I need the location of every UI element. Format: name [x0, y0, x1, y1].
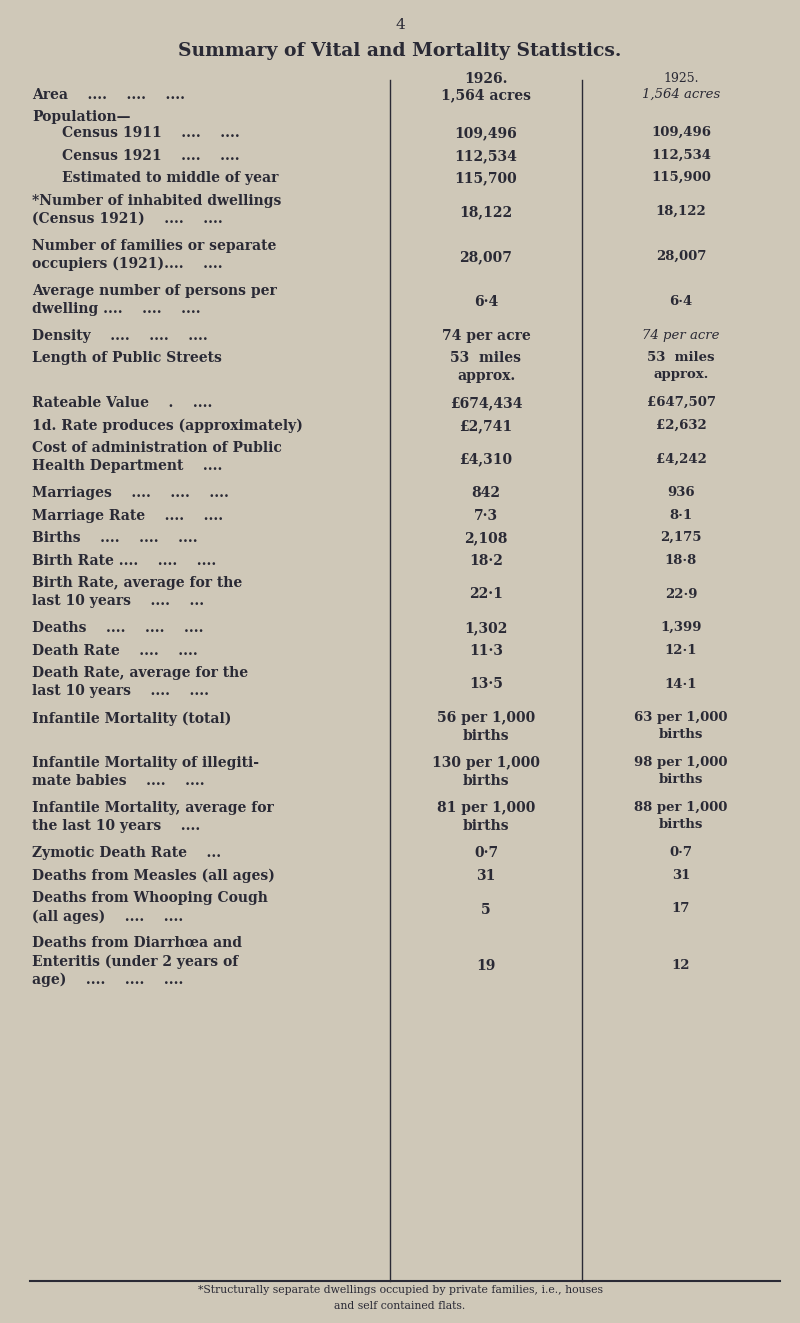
Text: Birth Rate, average for the
last 10 years    ....    ...: Birth Rate, average for the last 10 year… — [32, 577, 242, 609]
Text: 130 per 1,000
births: 130 per 1,000 births — [432, 757, 540, 789]
Text: 74 per acre: 74 per acre — [442, 328, 530, 343]
Text: Deaths from Measles (all ages): Deaths from Measles (all ages) — [32, 869, 275, 884]
Text: 81 per 1,000
births: 81 per 1,000 births — [437, 802, 535, 833]
Text: 11·3: 11·3 — [469, 644, 503, 658]
Text: 22·1: 22·1 — [469, 587, 503, 602]
Text: 0·7: 0·7 — [474, 847, 498, 860]
Text: 112,534: 112,534 — [651, 148, 711, 161]
Text: 109,496: 109,496 — [454, 126, 518, 140]
Text: 19: 19 — [476, 959, 496, 972]
Text: Population—: Population— — [32, 111, 130, 124]
Text: and self contained flats.: and self contained flats. — [334, 1301, 466, 1311]
Text: 0·7: 0·7 — [670, 847, 693, 859]
Text: Length of Public Streets: Length of Public Streets — [32, 351, 222, 365]
Text: Census 1911    ....    ....: Census 1911 .... .... — [62, 126, 240, 140]
Text: 18·8: 18·8 — [665, 554, 697, 566]
Text: Deaths    ....    ....    ....: Deaths .... .... .... — [32, 622, 203, 635]
Text: Death Rate, average for the
last 10 years    ....    ....: Death Rate, average for the last 10 year… — [32, 667, 248, 699]
Text: 98 per 1,000
births: 98 per 1,000 births — [634, 757, 728, 786]
Text: 7·3: 7·3 — [474, 509, 498, 523]
Text: 6·4: 6·4 — [474, 295, 498, 310]
Text: 63 per 1,000
births: 63 per 1,000 births — [634, 712, 728, 741]
Text: 1,399: 1,399 — [660, 622, 702, 634]
Text: £2,632: £2,632 — [656, 419, 706, 431]
Text: 5: 5 — [481, 902, 491, 917]
Text: £2,741: £2,741 — [459, 419, 513, 433]
Text: 6·4: 6·4 — [670, 295, 693, 308]
Text: 2,108: 2,108 — [464, 532, 508, 545]
Text: 74 per acre: 74 per acre — [642, 328, 720, 341]
Text: Marriages    ....    ....    ....: Marriages .... .... .... — [32, 487, 229, 500]
Text: £647,507: £647,507 — [646, 397, 715, 409]
Text: Number of families or separate
occupiers (1921)....    ....: Number of families or separate occupiers… — [32, 238, 276, 271]
Text: 1,564 acres: 1,564 acres — [441, 89, 531, 102]
Text: Deaths from Diarrhœa and
Enteritis (under 2 years of
age)    ....    ....    ...: Deaths from Diarrhœa and Enteritis (unde… — [32, 937, 242, 987]
Text: Births    ....    ....    ....: Births .... .... .... — [32, 532, 198, 545]
Text: 2,175: 2,175 — [660, 532, 702, 544]
Text: 28,007: 28,007 — [656, 250, 706, 263]
Text: 115,900: 115,900 — [651, 171, 711, 184]
Text: 18,122: 18,122 — [459, 205, 513, 220]
Text: 88 per 1,000
births: 88 per 1,000 births — [634, 802, 728, 831]
Text: Deaths from Whooping Cough
(all ages)    ....    ....: Deaths from Whooping Cough (all ages) ..… — [32, 892, 268, 923]
Text: 31: 31 — [672, 869, 690, 881]
Text: 31: 31 — [476, 869, 496, 882]
Text: 12·1: 12·1 — [665, 644, 698, 656]
Text: Zymotic Death Rate    ...: Zymotic Death Rate ... — [32, 847, 221, 860]
Text: 53  miles
approx.: 53 miles approx. — [647, 351, 714, 381]
Text: Cost of administration of Public
Health Department    ....: Cost of administration of Public Health … — [32, 442, 282, 474]
Text: 56 per 1,000
births: 56 per 1,000 births — [437, 712, 535, 744]
Text: 14·1: 14·1 — [665, 677, 698, 691]
Text: £4,242: £4,242 — [655, 452, 706, 466]
Text: 1926.: 1926. — [464, 71, 508, 86]
Text: Rateable Value    .    ....: Rateable Value . .... — [32, 397, 212, 410]
Text: Death Rate    ....    ....: Death Rate .... .... — [32, 644, 198, 658]
Text: 1925.: 1925. — [663, 71, 698, 85]
Text: 28,007: 28,007 — [459, 250, 513, 265]
Text: Birth Rate ....    ....    ....: Birth Rate .... .... .... — [32, 554, 216, 568]
Text: 109,496: 109,496 — [651, 126, 711, 139]
Text: £674,434: £674,434 — [450, 397, 522, 410]
Text: 1,564 acres: 1,564 acres — [642, 89, 720, 101]
Text: 18,122: 18,122 — [656, 205, 706, 218]
Text: Infantile Mortality, average for
the last 10 years    ....: Infantile Mortality, average for the las… — [32, 802, 274, 833]
Text: 18·2: 18·2 — [469, 554, 503, 568]
Text: 112,534: 112,534 — [454, 148, 518, 163]
Text: Marriage Rate    ....    ....: Marriage Rate .... .... — [32, 509, 223, 523]
Text: 842: 842 — [471, 487, 501, 500]
Text: Infantile Mortality of illegiti-
mate babies    ....    ....: Infantile Mortality of illegiti- mate ba… — [32, 757, 259, 789]
Text: 22·9: 22·9 — [665, 587, 698, 601]
Text: 53  miles
approx.: 53 miles approx. — [450, 351, 522, 384]
Text: Density    ....    ....    ....: Density .... .... .... — [32, 328, 208, 343]
Text: 115,700: 115,700 — [454, 171, 518, 185]
Text: 1d. Rate produces (approximately): 1d. Rate produces (approximately) — [32, 419, 303, 433]
Text: 17: 17 — [672, 902, 690, 916]
Text: Infantile Mortality (total): Infantile Mortality (total) — [32, 712, 231, 725]
Text: 8·1: 8·1 — [670, 509, 693, 521]
Text: *Structurally separate dwellings occupied by private families, i.e., houses: *Structurally separate dwellings occupie… — [198, 1285, 602, 1295]
Text: Census 1921    ....    ....: Census 1921 .... .... — [62, 148, 240, 163]
Text: Summary of Vital and Mortality Statistics.: Summary of Vital and Mortality Statistic… — [178, 42, 622, 60]
Text: Area    ....    ....    ....: Area .... .... .... — [32, 89, 185, 102]
Text: Average number of persons per
dwelling ....    ....    ....: Average number of persons per dwelling .… — [32, 283, 277, 316]
Text: 12: 12 — [672, 959, 690, 972]
Text: Estimated to middle of year: Estimated to middle of year — [62, 171, 278, 185]
Text: 4: 4 — [395, 19, 405, 32]
Text: 13·5: 13·5 — [469, 677, 503, 692]
Text: 936: 936 — [667, 487, 695, 499]
Text: £4,310: £4,310 — [459, 452, 513, 467]
Text: 1,302: 1,302 — [464, 622, 508, 635]
Text: *Number of inhabited dwellings
(Census 1921)    ....    ....: *Number of inhabited dwellings (Census 1… — [32, 193, 282, 226]
